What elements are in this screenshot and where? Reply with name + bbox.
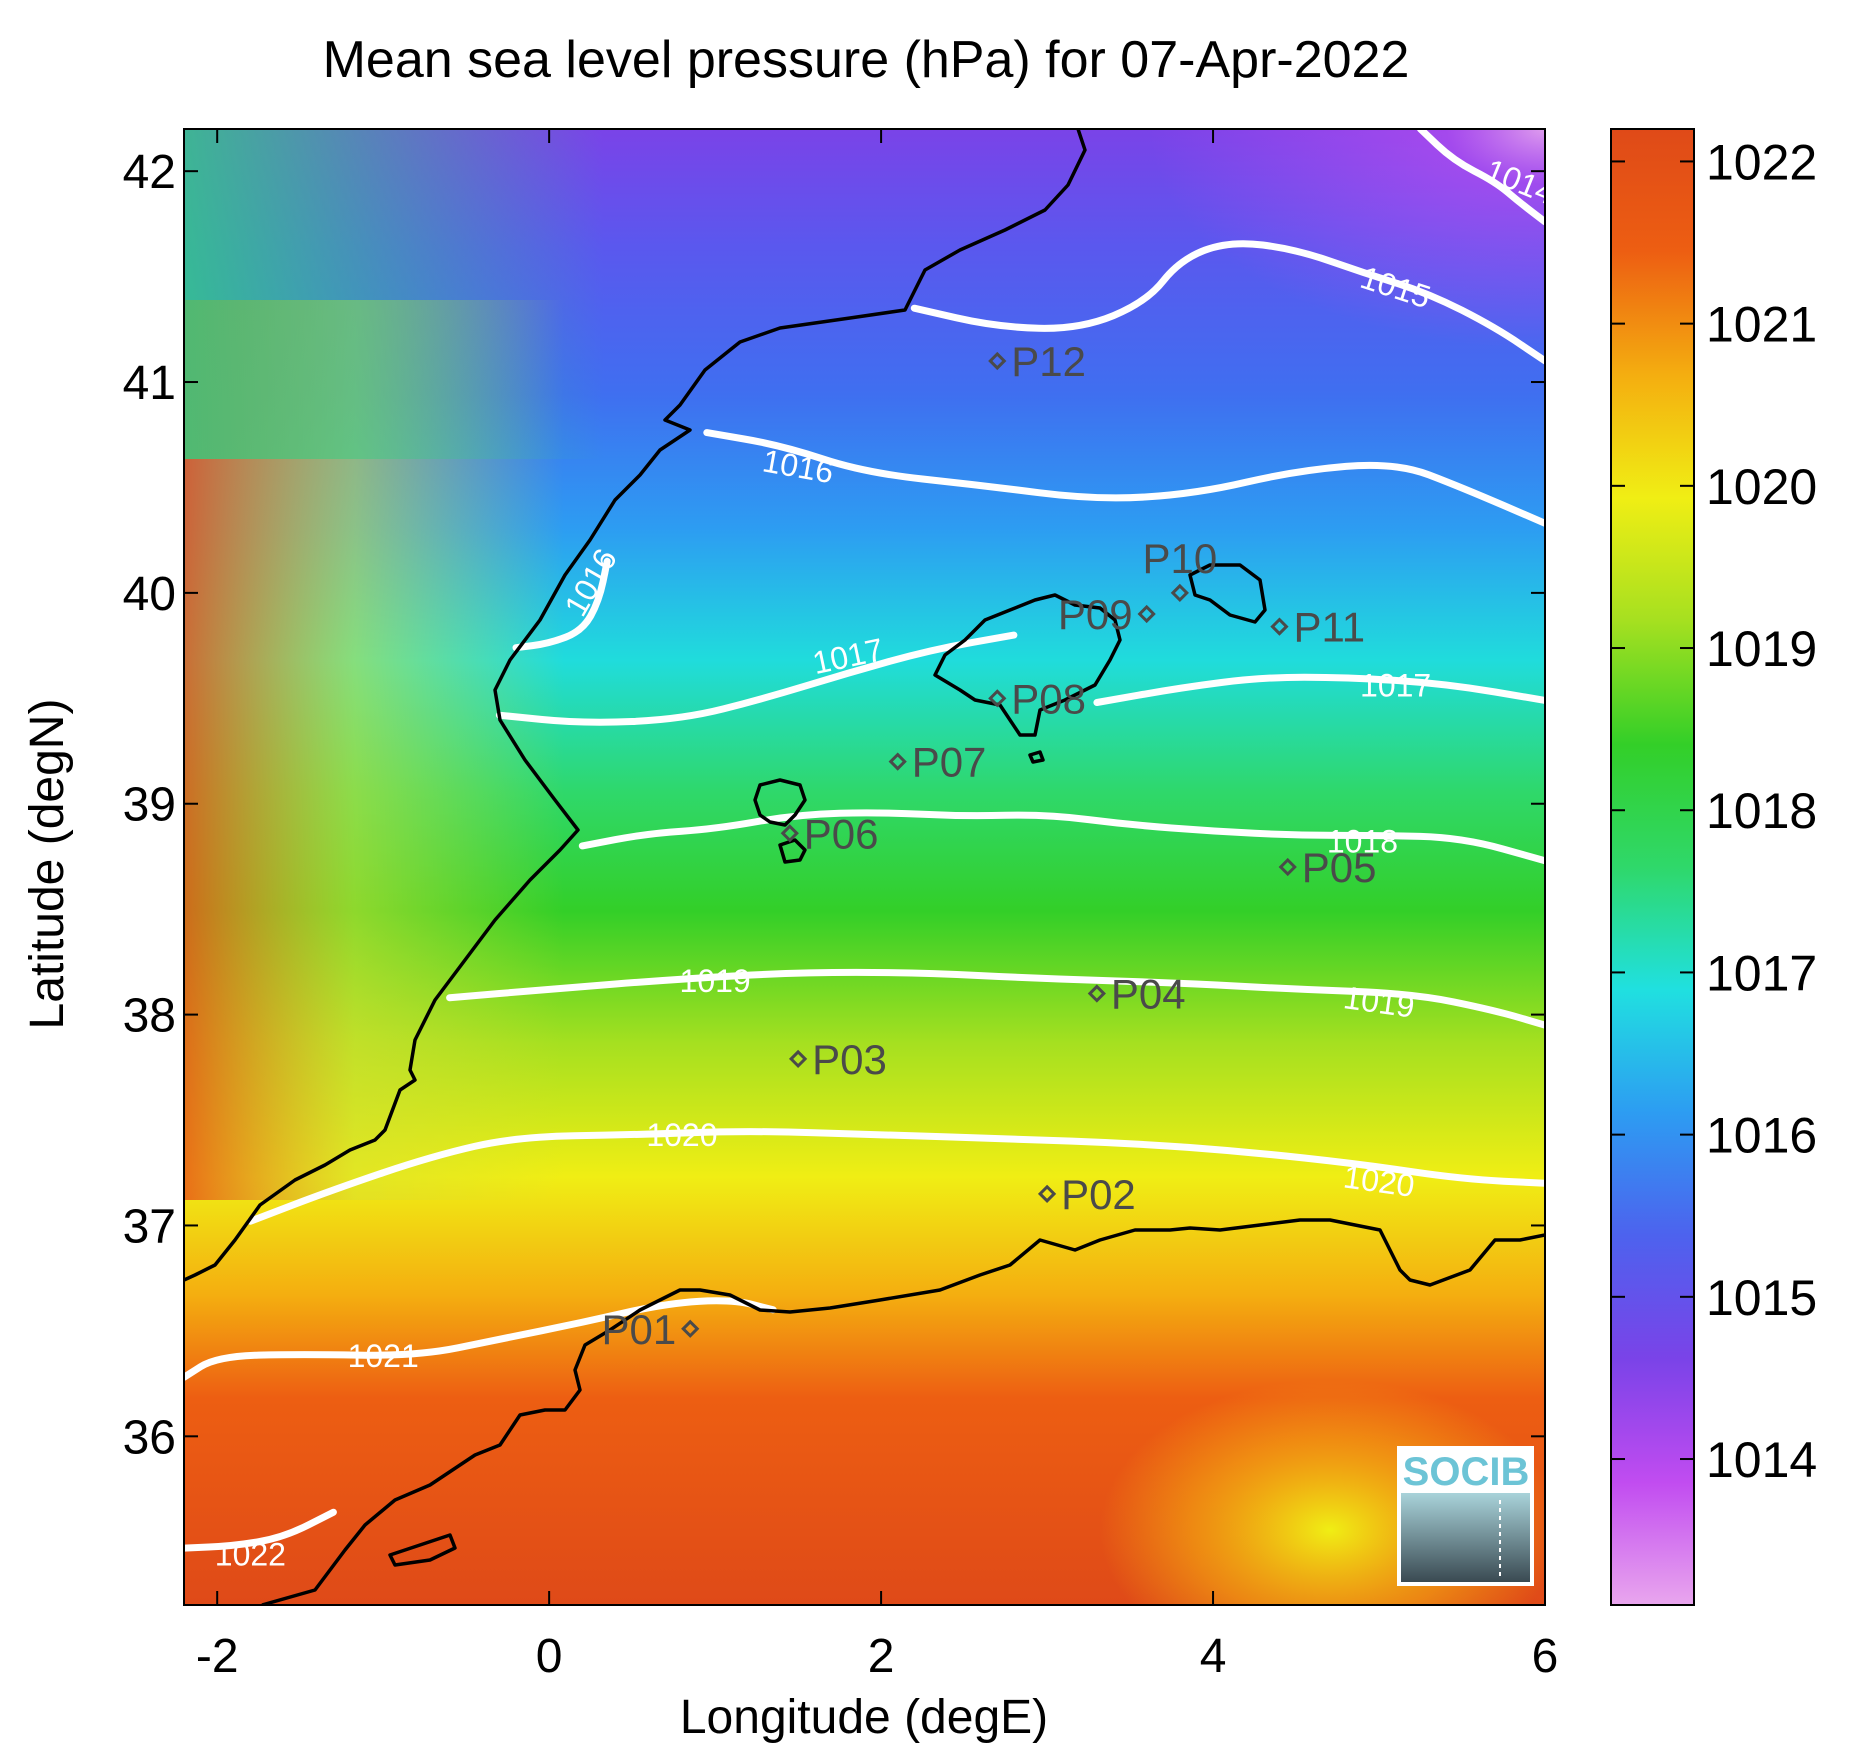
x-axis-label: Longitude (degE)	[680, 1691, 1048, 1744]
y-axis-ticks: 36 37 38 39 40 41 42	[123, 146, 1545, 1464]
station-label: P05	[1302, 844, 1377, 891]
x-tick-label: -2	[196, 1630, 239, 1683]
chart-title: Mean sea level pressure (hPa) for 07-Apr…	[323, 31, 1410, 89]
station-label: P08	[1011, 675, 1086, 722]
station-label: P09	[1058, 591, 1133, 638]
isobar-1020	[246, 1128, 1545, 1225]
colorbar-tick-label: 1022	[1706, 134, 1817, 190]
northwest-field	[184, 129, 604, 459]
x-tick-label: 0	[536, 1630, 563, 1683]
isobar-1016	[703, 429, 1545, 527]
formentera-coastline	[778, 838, 807, 864]
colorbar: 1014 1015 1016 1017 1018 1019 1020 1021 1022	[1610, 128, 1817, 1606]
isobar-1021	[184, 1297, 777, 1381]
station-marker	[888, 752, 907, 771]
isobar-1015	[910, 240, 1545, 365]
cabrera-coastline	[1028, 750, 1045, 764]
coastline	[184, 129, 1545, 1605]
y-tick-label: 39	[123, 779, 176, 832]
plot-frame	[183, 128, 1546, 1606]
y-tick-label: 41	[123, 357, 176, 410]
station-marker	[988, 351, 1007, 371]
x-tick-label: 2	[868, 1630, 895, 1683]
isobar-1014	[1417, 129, 1545, 226]
mallorca-coastline	[933, 593, 1122, 737]
colorbar-ticks: 1014 1015 1016 1017 1018 1019 1020 1021 1022	[1611, 134, 1817, 1488]
station-marker	[788, 1049, 808, 1069]
isobar-label: 1017	[1360, 668, 1431, 704]
station-marker	[988, 689, 1007, 708]
station-label: P06	[804, 810, 879, 857]
ibiza-coastline	[753, 778, 807, 827]
station-label: P07	[912, 739, 987, 786]
isobar-1022	[184, 1508, 337, 1552]
station-marker	[681, 1319, 700, 1338]
station-marker	[1270, 617, 1289, 636]
isobar-1017	[495, 631, 1018, 726]
isobar-1018	[578, 809, 1545, 865]
isobar-1019	[446, 968, 1545, 1029]
y-tick-label: 38	[123, 990, 176, 1043]
colorbar-tick-label: 1016	[1706, 1108, 1817, 1164]
colorbar-tick-label: 1019	[1706, 621, 1817, 677]
isobar-1017	[1093, 673, 1545, 706]
station-marker	[1170, 583, 1189, 603]
y-tick-label: 40	[123, 568, 176, 621]
african-coastline	[261, 1218, 1545, 1605]
station-label: P11	[1293, 604, 1365, 651]
colorbar-tick-label: 1017	[1706, 945, 1817, 1001]
socib-logo-text: SOCIB	[1403, 1450, 1530, 1494]
isobar-label: 1018	[1327, 824, 1398, 860]
isobar-label: 1021	[348, 1338, 419, 1374]
colorbar-tick-label: 1014	[1706, 1432, 1817, 1488]
x-tick-label: 4	[1200, 1630, 1227, 1683]
station-marker	[1087, 984, 1106, 1003]
isobar-1016	[512, 557, 611, 652]
station-label: P02	[1061, 1171, 1136, 1218]
iberian-coastline	[184, 129, 1087, 1282]
y-tick-label: 37	[123, 1200, 176, 1253]
y-tick-label: 36	[123, 1411, 176, 1464]
station-marker	[780, 824, 799, 843]
station-marker	[1037, 1184, 1057, 1203]
colorbar-tick-label: 1018	[1706, 783, 1817, 839]
isobar-label: 1019	[680, 963, 751, 999]
station-label: P10	[1142, 535, 1217, 582]
socib-logo: SOCIB	[1397, 1446, 1534, 1586]
station-label: P04	[1111, 971, 1186, 1018]
y-axis-label: Latitude (degN)	[21, 699, 74, 1030]
isobar-label: 1022	[215, 1536, 286, 1572]
station-marker	[1137, 604, 1156, 624]
socib-logo-wave	[1401, 1493, 1530, 1582]
isobar-label: 1020	[646, 1117, 717, 1153]
y-tick-label: 42	[123, 146, 176, 199]
menorca-coastline	[1188, 563, 1267, 624]
station-label: P12	[1011, 338, 1086, 385]
station-label: P01	[601, 1306, 676, 1353]
colorbar-scale	[1610, 128, 1695, 1606]
colorbar-tick-label: 1021	[1706, 297, 1817, 353]
station-marker	[1278, 857, 1297, 877]
northeast-field	[1150, 129, 1545, 349]
colorbar-tick-label: 1015	[1706, 1270, 1817, 1326]
station-label: P03	[812, 1036, 887, 1083]
x-axis-ticks: -2 0 2 4 6	[196, 129, 1559, 1683]
x-tick-label: 6	[1532, 1630, 1559, 1683]
alboran-island-coastline	[388, 1533, 457, 1567]
colorbar-tick-label: 1020	[1706, 459, 1817, 515]
